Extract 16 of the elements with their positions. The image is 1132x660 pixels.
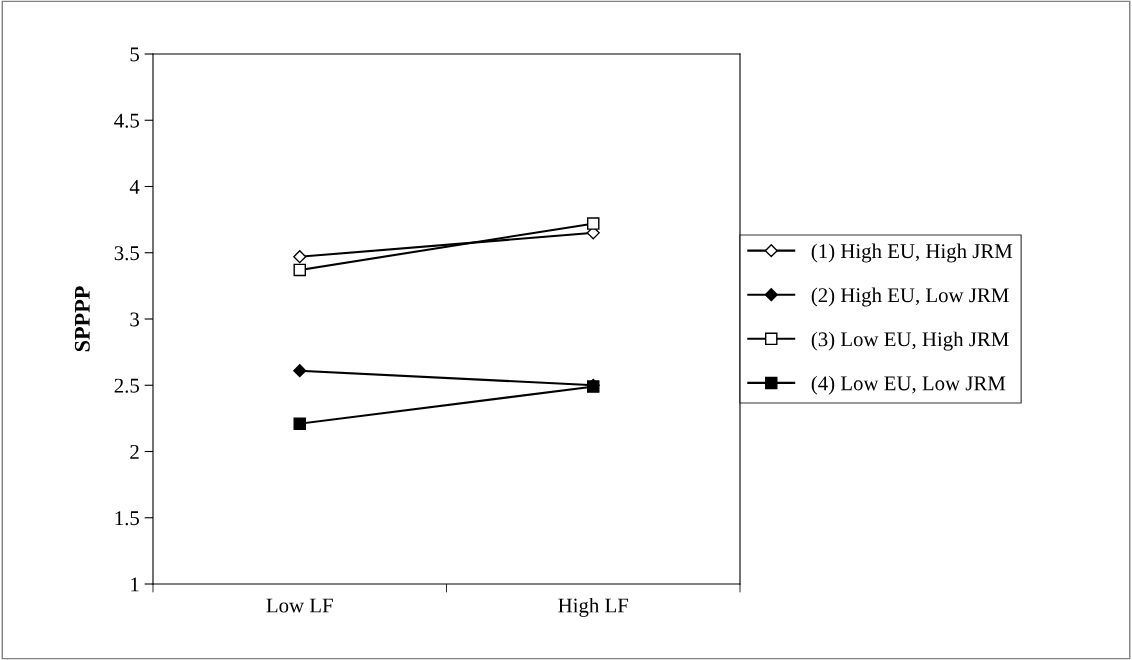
y-tick-label: 4.5: [114, 113, 139, 128]
y-tick-label: 3.5: [114, 246, 139, 261]
legend-label: (1) High EU, High JRM: [811, 243, 1013, 263]
y-tick-label: 5: [130, 47, 139, 62]
legend-label: (3) Low EU, High JRM: [811, 331, 1009, 351]
y-axis-title: SPPPP: [74, 286, 90, 352]
legend-label: (2) High EU, Low JRM: [811, 287, 1009, 307]
y-tick-label: 2: [130, 444, 139, 459]
x-tick-label: High LF: [558, 597, 629, 617]
y-tick-label: 2.5: [114, 378, 139, 393]
y-tick-label: 3: [130, 312, 139, 327]
y-tick-label: 4: [129, 180, 140, 194]
y-tick-label: 1: [131, 577, 139, 592]
legend-label: (4) Low EU, Low JRM: [811, 375, 1006, 395]
y-tick-label: 1.5: [115, 511, 139, 526]
x-tick-label: Low LF: [266, 598, 333, 613]
